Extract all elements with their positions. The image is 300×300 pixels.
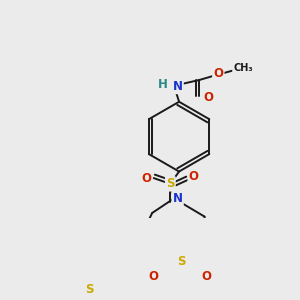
- Text: O: O: [203, 91, 213, 104]
- Text: O: O: [202, 270, 212, 284]
- Text: N: N: [172, 192, 183, 205]
- Text: CH₃: CH₃: [233, 63, 253, 73]
- Text: S: S: [85, 283, 94, 296]
- Text: O: O: [213, 67, 223, 80]
- Text: H: H: [158, 78, 168, 91]
- Text: S: S: [177, 255, 185, 268]
- Text: S: S: [166, 177, 175, 190]
- Text: O: O: [141, 172, 152, 184]
- Text: O: O: [189, 170, 199, 183]
- Text: O: O: [148, 270, 159, 284]
- Text: N: N: [172, 80, 183, 93]
